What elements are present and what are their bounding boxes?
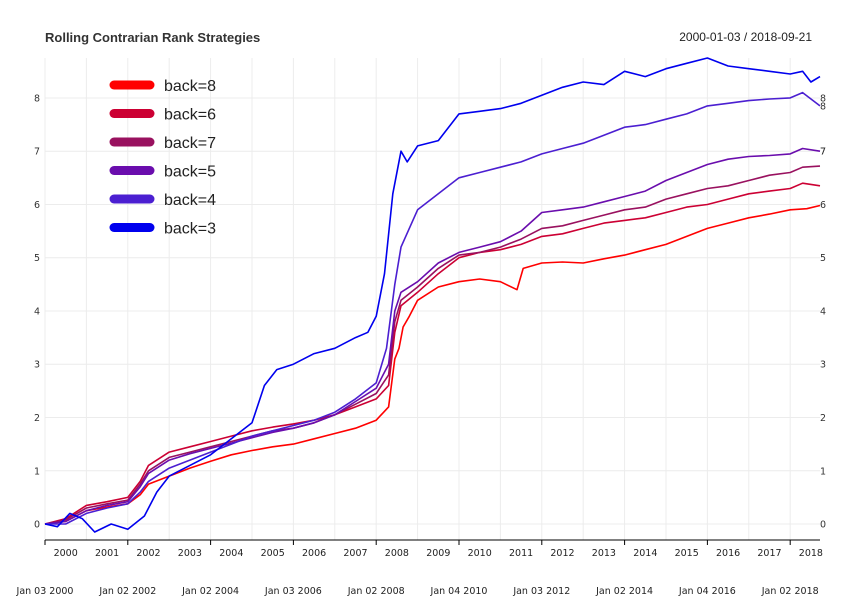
x-date-label-2: Jan 02 2004 bbox=[181, 586, 239, 597]
y-tick-label-right-0: 0 bbox=[820, 520, 826, 531]
x-date-label-6: Jan 03 2012 bbox=[512, 586, 570, 597]
x-year-label-2: 2002 bbox=[136, 548, 160, 559]
y-tick-label-right-6: 6 bbox=[820, 200, 826, 211]
x-year-label-15: 2015 bbox=[675, 548, 699, 559]
series-line-back=3 bbox=[44, 57, 821, 533]
y-tick-label-left-0: 0 bbox=[34, 520, 40, 531]
series-line-back=5 bbox=[44, 147, 821, 525]
legend-label-back=7: back=7 bbox=[164, 135, 216, 152]
y-tick-label-right-4: 4 bbox=[820, 306, 826, 317]
series-end-labels: 78 bbox=[820, 101, 826, 157]
x-year-label-8: 2008 bbox=[385, 548, 409, 559]
x-year-label-6: 2006 bbox=[302, 548, 326, 559]
x-year-label-13: 2013 bbox=[592, 548, 616, 559]
y-tick-label-right-1: 1 bbox=[820, 466, 826, 477]
end-label-back=4: 8 bbox=[820, 101, 826, 112]
y-tick-label-left-5: 5 bbox=[34, 253, 40, 264]
y-tick-label-right-5: 5 bbox=[820, 253, 826, 264]
legend-label-back=3: back=3 bbox=[164, 221, 216, 238]
x-year-label-9: 2009 bbox=[426, 548, 450, 559]
x-year-label-3: 2003 bbox=[178, 548, 202, 559]
x-date-label-4: Jan 02 2008 bbox=[347, 586, 405, 597]
x-date-label-7: Jan 02 2014 bbox=[595, 586, 653, 597]
chart-title: Rolling Contrarian Rank Strategies bbox=[45, 30, 260, 45]
x-year-label-14: 2014 bbox=[633, 548, 657, 559]
x-date-label-3: Jan 03 2006 bbox=[264, 586, 322, 597]
y-tick-label-left-1: 1 bbox=[34, 466, 40, 477]
date-range-label: 2000-01-03 / 2018-09-21 bbox=[679, 30, 812, 44]
x-year-label-10: 2010 bbox=[468, 548, 492, 559]
series-line-back=8 bbox=[44, 204, 821, 525]
y-tick-label-right-8: 8 bbox=[820, 93, 826, 104]
y-tick-label-right-7: 7 bbox=[820, 147, 826, 158]
y-tick-label-left-7: 7 bbox=[34, 147, 40, 158]
x-date-label-8: Jan 04 2016 bbox=[678, 586, 736, 597]
x-year-label-4: 2004 bbox=[219, 548, 243, 559]
x-date-label-9: Jan 02 2018 bbox=[761, 586, 819, 597]
x-year-label-0: 2000 bbox=[54, 548, 78, 559]
series-group bbox=[44, 57, 821, 533]
x-axis: 2000 2001 2002 2003 2004 2005 2006 2007 2008 2009… bbox=[16, 539, 823, 597]
series-line-back=4 bbox=[45, 91, 821, 525]
legend: back=8 back=6 back=7 back=5 back=4 back=3 bbox=[109, 78, 216, 238]
series-line-back=7 bbox=[44, 165, 821, 525]
x-date-label-0: Jan 03 2000 bbox=[16, 586, 74, 597]
end-label-back=5: 7 bbox=[820, 147, 826, 158]
y-tick-label-left-6: 6 bbox=[34, 200, 40, 211]
x-year-label-7: 2007 bbox=[343, 548, 367, 559]
legend-label-back=5: back=5 bbox=[164, 164, 216, 181]
y-tick-label-left-3: 3 bbox=[34, 360, 40, 371]
y-tick-label-left-2: 2 bbox=[34, 413, 40, 424]
x-date-label-1: Jan 02 2002 bbox=[98, 586, 156, 597]
x-year-label-12: 2012 bbox=[550, 548, 574, 559]
legend-label-back=6: back=6 bbox=[164, 107, 216, 124]
x-year-label-11: 2011 bbox=[509, 548, 533, 559]
grid bbox=[44, 58, 820, 540]
x-year-label-18: 2018 bbox=[799, 548, 823, 559]
y-tick-label-left-8: 8 bbox=[34, 93, 40, 104]
x-year-label-17: 2017 bbox=[757, 548, 781, 559]
y-tick-label-right-3: 3 bbox=[820, 360, 826, 371]
legend-label-back=8: back=8 bbox=[164, 78, 216, 95]
y-tick-label-left-4: 4 bbox=[34, 306, 40, 317]
x-year-label-1: 2001 bbox=[95, 548, 119, 559]
x-year-label-16: 2016 bbox=[716, 548, 740, 559]
x-date-label-5: Jan 04 2010 bbox=[430, 586, 488, 597]
series-line-back=6 bbox=[44, 182, 821, 525]
legend-label-back=4: back=4 bbox=[164, 192, 216, 209]
y-axis-left: 0 1 2 3 4 5 6 7 8 bbox=[34, 93, 40, 530]
x-year-label-5: 2005 bbox=[261, 548, 285, 559]
y-tick-label-right-2: 2 bbox=[820, 413, 826, 424]
